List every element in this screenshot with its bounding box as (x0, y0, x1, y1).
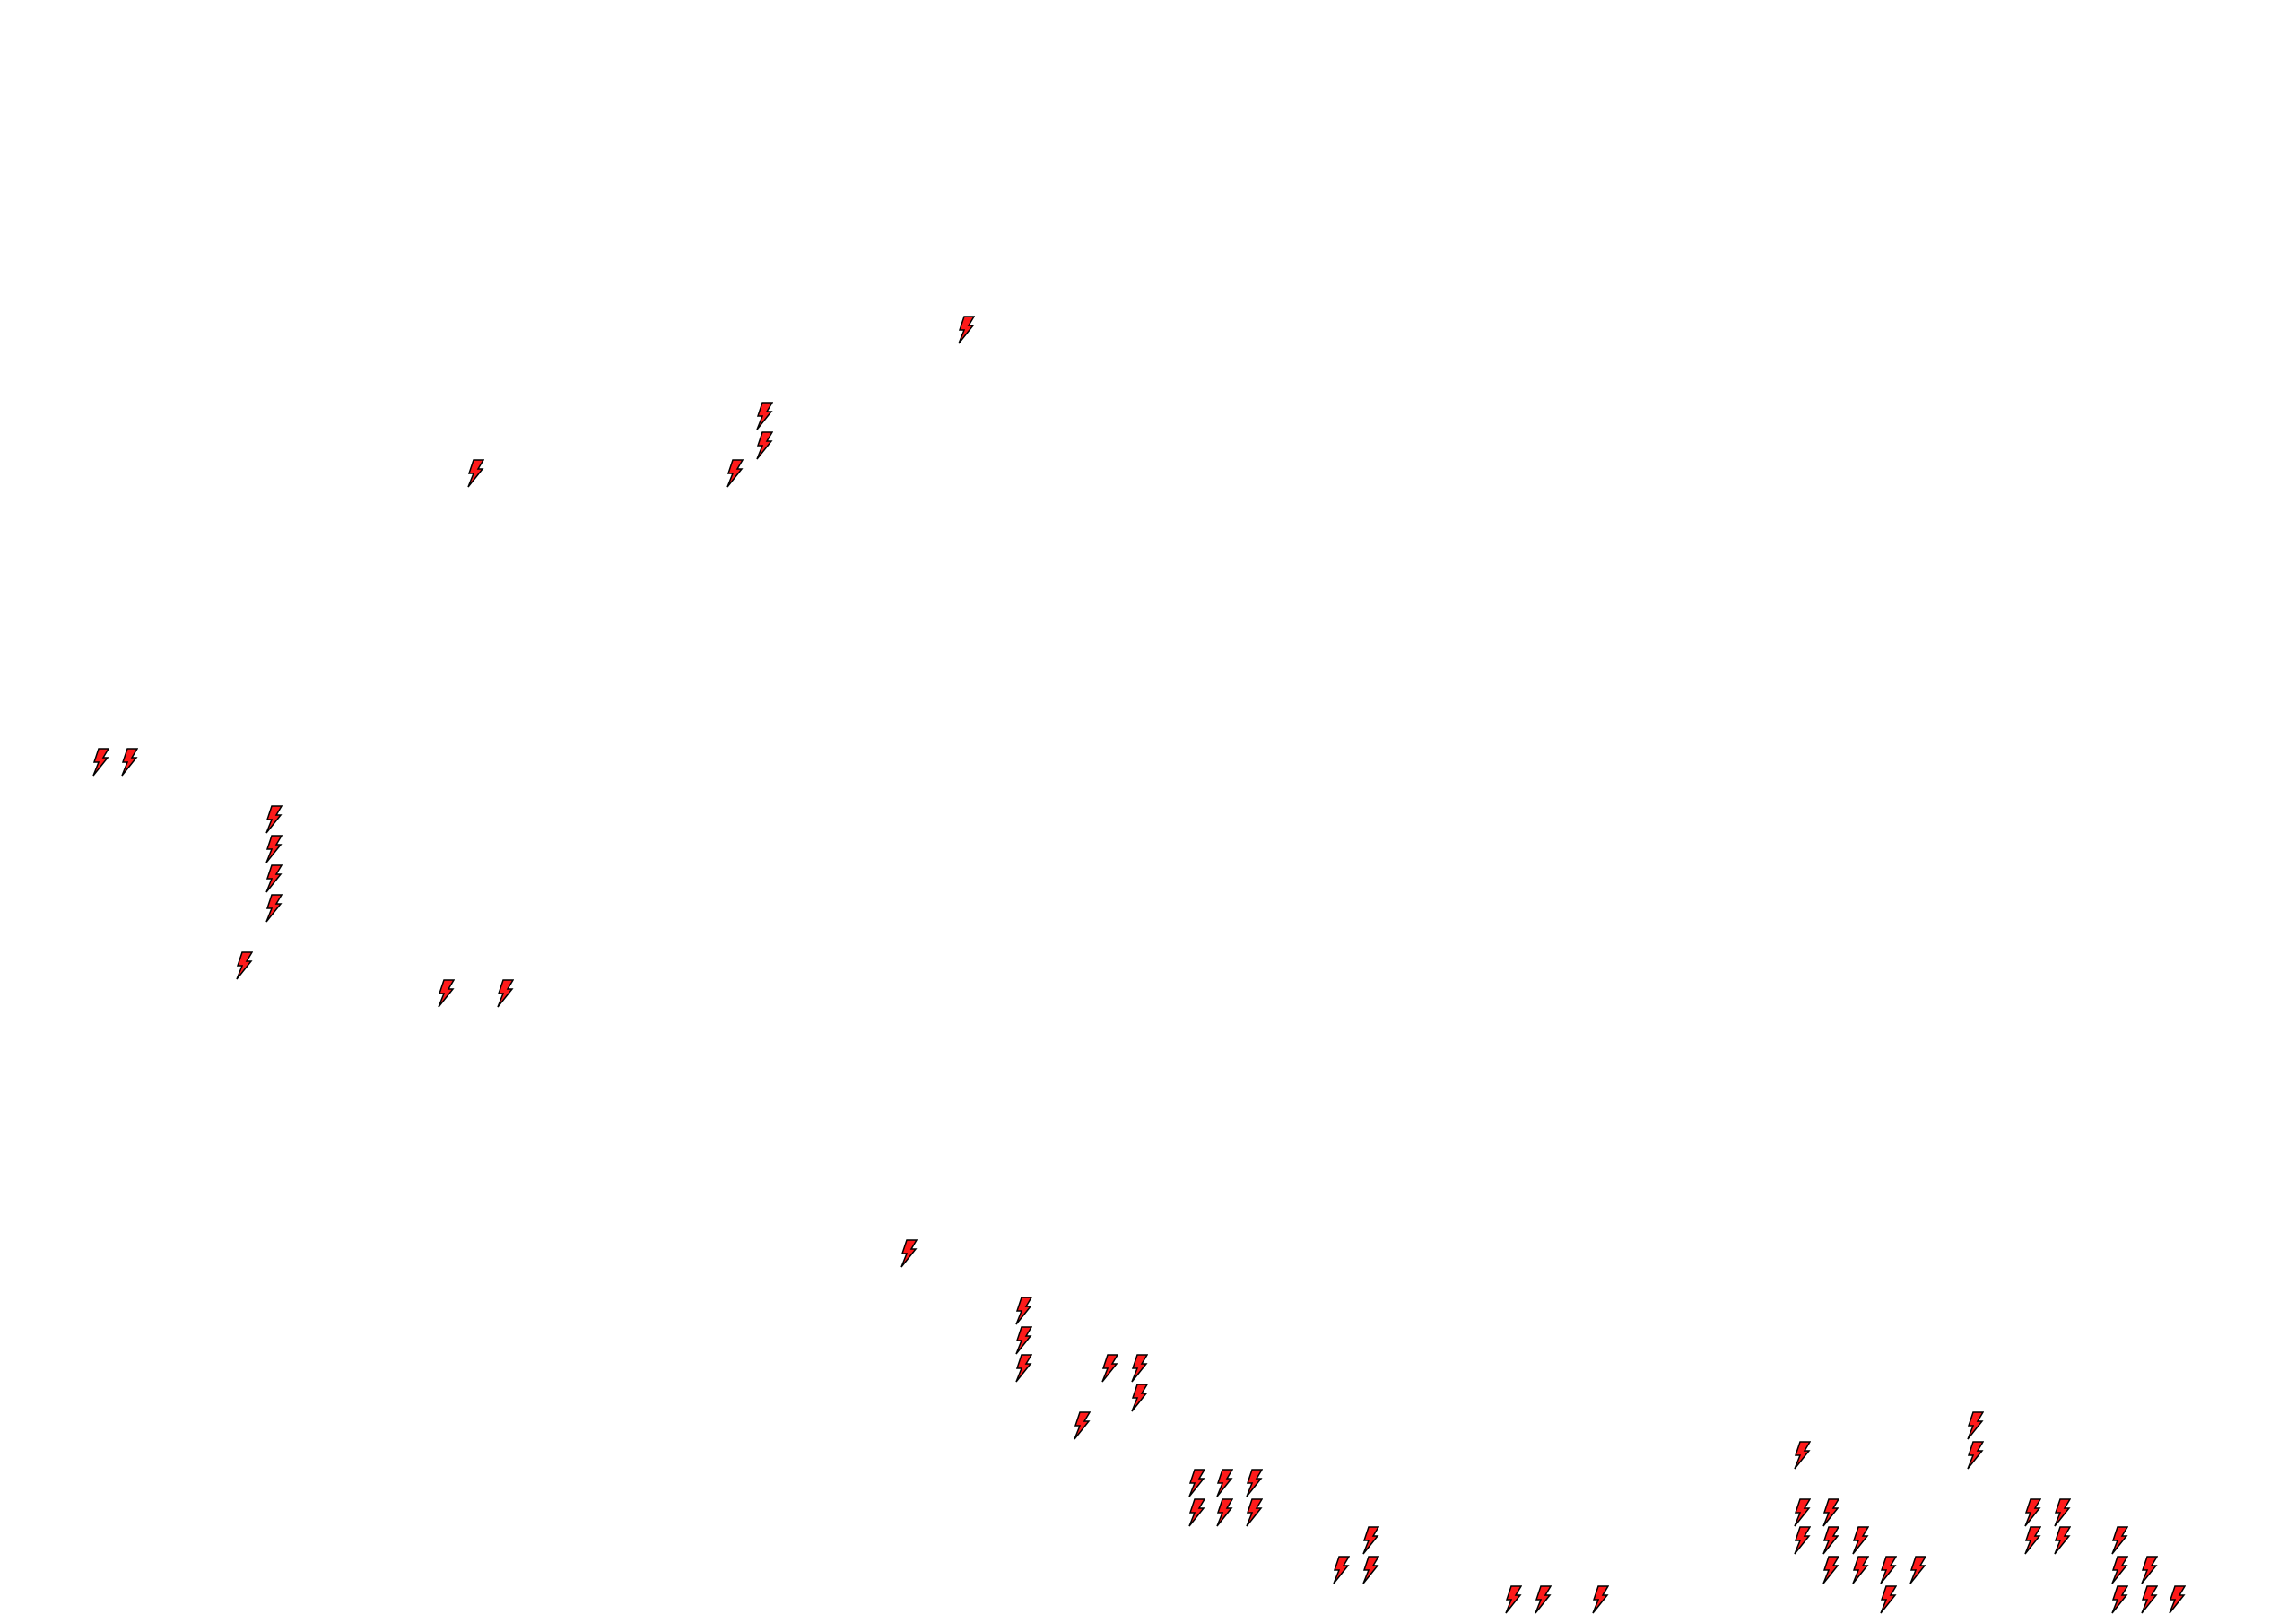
lightning-bolt-icon[interactable] (1966, 1441, 1985, 1470)
lightning-bolt-icon[interactable] (1851, 1526, 1870, 1555)
lightning-bolt-icon[interactable] (1014, 1354, 1032, 1383)
lightning-bolt-icon[interactable] (1591, 1585, 1609, 1614)
lightning-bolt-icon[interactable] (1822, 1498, 1840, 1527)
lightning-bolt-icon[interactable] (1534, 1585, 1552, 1614)
lightning-bolt-icon[interactable] (726, 459, 744, 488)
lightning-bolt-icon[interactable] (1361, 1526, 1379, 1555)
lightning-bolt-icon[interactable] (2023, 1498, 2042, 1527)
lightning-bolt-icon[interactable] (1215, 1498, 1234, 1527)
lightning-bolt-icon[interactable] (900, 1239, 918, 1268)
lightning-bolt-icon[interactable] (265, 835, 283, 863)
lightning-bolt-icon[interactable] (2110, 1585, 2129, 1614)
lightning-bolt-icon[interactable] (1966, 1411, 1985, 1440)
lightning-bolt-icon[interactable] (235, 950, 254, 980)
lightning-bolt-icon[interactable] (1187, 1498, 1206, 1527)
lightning-bolt-icon[interactable] (1793, 1498, 1811, 1527)
lightning-bolt-icon[interactable] (1879, 1585, 1898, 1614)
lightning-bolt-icon[interactable] (265, 893, 283, 923)
lightning-bolt-icon[interactable] (1332, 1556, 1350, 1584)
lightning-bolt-icon[interactable] (755, 402, 773, 430)
lightning-bolt-icon[interactable] (2168, 1585, 2187, 1614)
lightning-bolt-icon[interactable] (1014, 1297, 1032, 1325)
lightning-bolt-icon[interactable] (265, 863, 283, 893)
lightning-bolt-icon[interactable] (755, 431, 773, 460)
lightning-bolt-icon[interactable] (91, 748, 109, 777)
lightning-bolt-icon[interactable] (2053, 1526, 2072, 1555)
lightning-bolt-icon[interactable] (120, 748, 139, 777)
lightning-bolt-icon[interactable] (1014, 1326, 1032, 1355)
lightning-bolt-icon[interactable] (1245, 1469, 1264, 1497)
lightning-bolt-icon[interactable] (1909, 1556, 1927, 1584)
lightning-bolt-icon[interactable] (1361, 1556, 1379, 1584)
lightning-bolt-icon[interactable] (265, 805, 283, 834)
lightning-bolt-icon[interactable] (1879, 1556, 1898, 1584)
lightning-bolt-icon[interactable] (1215, 1469, 1234, 1497)
lightning-bolt-icon[interactable] (2023, 1526, 2042, 1555)
lightning-bolt-icon[interactable] (2053, 1498, 2072, 1527)
lightning-bolt-icon[interactable] (1130, 1384, 1149, 1412)
lightning-bolt-icon[interactable] (1073, 1411, 1091, 1440)
lightning-bolt-icon[interactable] (1187, 1469, 1206, 1497)
lightning-bolt-icon[interactable] (1245, 1498, 1264, 1527)
lightning-bolt-icon[interactable] (2110, 1526, 2129, 1555)
lightning-bolt-icon[interactable] (1100, 1354, 1119, 1383)
lightning-bolt-icon[interactable] (2140, 1556, 2158, 1584)
lightning-bolt-icon[interactable] (1793, 1441, 1811, 1470)
lightning-bolt-icon[interactable] (1822, 1556, 1840, 1584)
lightning-bolt-icon[interactable] (1130, 1354, 1149, 1383)
lightning-bolt-icon[interactable] (437, 978, 456, 1008)
lightning-bolt-icon[interactable] (1793, 1526, 1811, 1555)
lightning-bolt-icon[interactable] (496, 978, 514, 1008)
lightning-bolt-icon[interactable] (466, 459, 485, 488)
lightning-bolt-icon[interactable] (2110, 1556, 2129, 1584)
lightning-bolt-icon[interactable] (1504, 1585, 1522, 1614)
lightning-bolt-icon[interactable] (2140, 1585, 2158, 1614)
lightning-bolt-icon[interactable] (957, 315, 975, 344)
lightning-bolt-icon[interactable] (1851, 1556, 1870, 1584)
lightning-bolt-icon[interactable] (1822, 1526, 1840, 1555)
